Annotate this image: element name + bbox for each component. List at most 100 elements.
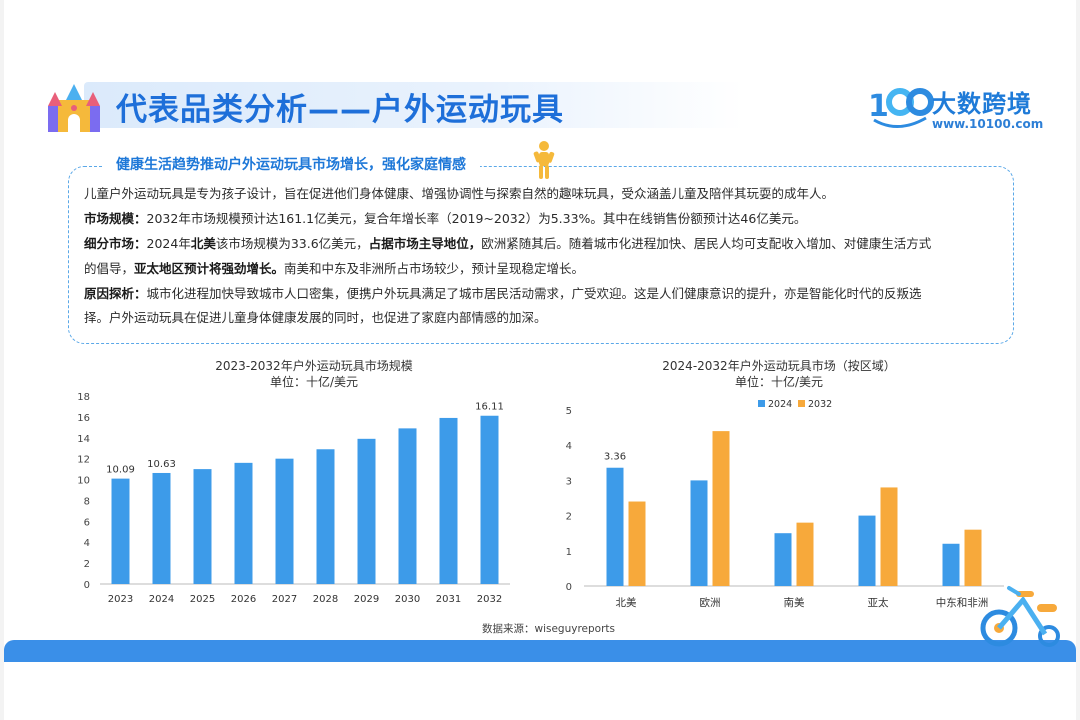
bar: [774, 533, 792, 586]
x-tick-label: 欧洲: [700, 597, 721, 609]
title-band: [84, 82, 744, 128]
reason-line: 原因探析：城市化进程加快导致城市人口密集，便携户外玩具满足了城市居民活动需求，广…: [84, 282, 1004, 306]
bar: [193, 469, 212, 584]
summary-heading: 健康生活趋势推动户外运动玩具市场增长，强化家庭情感: [102, 154, 480, 176]
bar: [880, 487, 898, 586]
segment-text: 该市场规模为33.6亿美元，: [215, 236, 369, 251]
segment-text: 南美和中东及非洲所占市场较少，预计呈现稳定增长。: [284, 261, 585, 276]
x-tick-label: 亚太: [868, 596, 889, 609]
bar: [690, 480, 708, 586]
y-tick-label: 1: [566, 547, 572, 558]
bar: [964, 529, 982, 586]
reason-label: 原因探析：: [84, 286, 147, 301]
bar: [398, 428, 417, 584]
legend-swatch: [758, 400, 765, 407]
x-tick-label: 2030: [395, 594, 420, 605]
y-tick-label: 16: [77, 413, 90, 424]
y-tick-label: 4: [84, 538, 90, 549]
x-tick-label: 2032: [477, 594, 502, 605]
x-tick-label: 2027: [272, 594, 297, 605]
reason-text: 择。户外运动玩具在促进儿童身体健康发展的同时，也促进了家庭内部情感的加深。: [84, 310, 547, 325]
bar: [858, 515, 876, 586]
page-title: 代表品类分析——户外运动玩具: [116, 92, 564, 128]
segment-bold: 北美: [190, 236, 216, 251]
segment-text: 的倡导，: [84, 261, 135, 276]
bar: [234, 462, 253, 584]
chart2-title: 2024-2032年户外运动玩具市场（按区域） 单位：十亿/美元: [564, 358, 994, 390]
chart1-unit: 单位：十亿/美元: [269, 375, 359, 389]
y-tick-label: 5: [566, 406, 572, 417]
y-tick-label: 10: [77, 476, 90, 487]
x-tick-label: 中东和非洲: [936, 596, 989, 609]
svg-text:1: 1: [868, 89, 889, 124]
segment-text: 欧洲紧随其后。随着城市化进程加快、居民人均可支配收入增加、对健康生活方式: [481, 236, 932, 251]
y-tick-label: 3: [566, 476, 572, 487]
market-text: 2032年市场规模预计达161.1亿美元，复合年增长率（2019~2032）为5…: [146, 211, 807, 226]
reason-text: 城市化进程加快导致城市人口密集，便携户外玩具满足了城市居民活动需求，广受欢迎。这…: [146, 286, 922, 301]
legend-label: 2032: [808, 399, 832, 410]
y-tick-label: 18: [77, 392, 90, 403]
data-label: 16.11: [475, 402, 504, 413]
x-tick-label: 北美: [616, 596, 637, 609]
x-tick-label: 2025: [190, 594, 215, 605]
segment-text: 2024年: [146, 236, 191, 251]
data-label: 10.09: [106, 465, 135, 476]
market-size-line: 市场规模：2032年市场规模预计达161.1亿美元，复合年增长率（2019~20…: [84, 207, 1004, 231]
tricycle-icon: [980, 586, 1060, 647]
x-tick-label: 2024: [149, 594, 174, 605]
segment-bold: 占据市场主导地位，: [368, 236, 482, 251]
x-tick-label: 2029: [354, 594, 379, 605]
market-label: 市场规模：: [84, 211, 147, 226]
toy-castle-icon: [48, 84, 100, 132]
chart2-title-text: 2024-2032年户外运动玩具市场（按区域）: [662, 359, 896, 373]
data-label: 3.36: [604, 452, 626, 463]
bar: [439, 417, 458, 584]
market-size-chart: 0 2 4 6 8 10 12 14 16 18 2023 10.09 2024 10.63 2025 202…: [77, 392, 510, 605]
x-tick-label: 南美: [784, 596, 805, 609]
bar: [942, 543, 960, 586]
bar: [316, 449, 335, 584]
logo-url: www.10100.com: [932, 117, 1044, 131]
y-tick-label: 6: [84, 517, 90, 528]
legend-swatch: [798, 400, 805, 407]
segment-line-2: 的倡导，亚太地区预计将强劲增长。南美和中东及非洲所占市场较少，预计呈现稳定增长。: [84, 257, 1004, 281]
chart1-title: 2023-2032年户外运动玩具市场规模 单位：十亿/美元: [104, 358, 524, 390]
reason-line-2: 择。户外运动玩具在促进儿童身体健康发展的同时，也促进了家庭内部情感的加深。: [84, 306, 1004, 330]
bar: [628, 501, 646, 586]
summary-intro: 儿童户外运动玩具是专为孩子设计，旨在促进他们身体健康、增强协调性与探索自然的趣味…: [84, 186, 835, 201]
y-tick-label: 0: [84, 580, 90, 591]
y-tick-label: 14: [77, 434, 90, 445]
y-tick-label: 2: [84, 559, 90, 570]
segment-bold: 亚太地区预计将强劲增长。: [134, 261, 285, 276]
bar: [796, 522, 814, 586]
summary-box: [68, 166, 1014, 344]
logo-icon: 1: [868, 88, 934, 128]
segment-line: 细分市场：2024年北美该市场规模为33.6亿美元，占据市场主导地位，欧洲紧随其…: [84, 232, 1004, 256]
bar: [357, 438, 376, 584]
slide: 代表品类分析——户外运动玩具 1 大数跨境 www.10100.com 健康生活…: [4, 0, 1076, 720]
segment-label: 细分市场：: [84, 236, 147, 251]
logo-name: 大数跨境: [932, 90, 1032, 118]
chart1-title-text: 2023-2032年户外运动玩具市场规模: [215, 359, 413, 373]
chart2-unit: 单位：十亿/美元: [734, 375, 824, 389]
regional-market-chart: 0 1 2 3 4 5 2024 2032 3.36 北美 欧洲 南美 亚太 中东和非洲: [566, 399, 1004, 609]
y-tick-label: 4: [566, 441, 572, 452]
data-source: 数据来源：wiseguyreports: [482, 623, 616, 635]
x-tick-label: 2023: [108, 594, 133, 605]
bar: [480, 415, 499, 584]
bar: [111, 478, 130, 584]
bar: [606, 467, 624, 586]
x-tick-label: 2031: [436, 594, 461, 605]
y-tick-label: 12: [77, 455, 90, 466]
bar: [712, 431, 730, 586]
legend-label: 2024: [768, 399, 792, 410]
data-label: 10.63: [147, 459, 176, 470]
y-tick-label: 8: [84, 496, 90, 507]
bottom-band: [4, 640, 1076, 662]
bar: [275, 458, 294, 584]
x-tick-label: 2028: [313, 594, 338, 605]
x-tick-label: 2026: [231, 594, 256, 605]
y-tick-label: 0: [566, 582, 572, 593]
person-icon: [533, 141, 555, 179]
bar: [152, 472, 171, 584]
